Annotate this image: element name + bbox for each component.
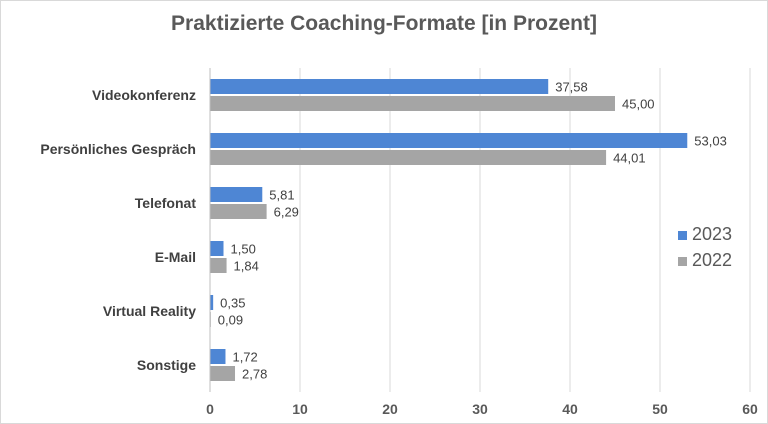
data-label: 0,35 [220, 296, 245, 311]
x-tick-label: 20 [382, 401, 398, 417]
x-tick-label: 30 [472, 401, 488, 417]
data-label: 1,84 [234, 259, 259, 274]
data-label: 45,00 [622, 97, 655, 112]
category-label: Telefonat [135, 195, 197, 211]
data-label: 44,01 [613, 151, 646, 166]
category-label: Persönliches Gespräch [40, 141, 196, 157]
x-tick-label: 40 [562, 401, 578, 417]
data-label: 1,72 [232, 350, 257, 365]
bar-2022-3 [210, 258, 227, 273]
data-label: 53,03 [694, 134, 727, 149]
category-label: Sonstige [137, 357, 196, 373]
data-label: 6,29 [274, 205, 299, 220]
bar-2023-2 [210, 187, 263, 202]
bar-2023-0 [210, 79, 549, 94]
data-label: 5,81 [269, 188, 294, 203]
data-label: 37,58 [555, 80, 588, 95]
x-tick-label: 0 [206, 401, 214, 417]
bar-2023-5 [210, 349, 226, 364]
bar-2022-0 [210, 96, 615, 111]
bar-2022-2 [210, 204, 267, 219]
chart-title: Praktizierte Coaching-Formate [in Prozen… [171, 12, 597, 35]
legend-label: 2022 [692, 250, 732, 270]
category-label: E-Mail [155, 249, 196, 265]
legend-marker-2023 [678, 231, 687, 240]
bar-2022-1 [210, 150, 607, 165]
bar-2023-3 [210, 241, 224, 256]
legend-marker-2022 [678, 257, 687, 266]
data-label: 2,78 [242, 367, 267, 382]
bar-2023-1 [210, 133, 688, 148]
category-label: Videokonferenz [92, 87, 196, 103]
data-label: 1,50 [231, 242, 256, 257]
legend-label: 2023 [692, 224, 732, 244]
x-tick-label: 60 [742, 401, 758, 417]
x-tick-label: 10 [292, 401, 308, 417]
bar-2022-5 [210, 366, 236, 381]
data-label: 0,09 [218, 313, 243, 328]
x-tick-label: 50 [652, 401, 668, 417]
bar-2023-4 [210, 295, 214, 310]
category-label: Virtual Reality [103, 303, 196, 319]
